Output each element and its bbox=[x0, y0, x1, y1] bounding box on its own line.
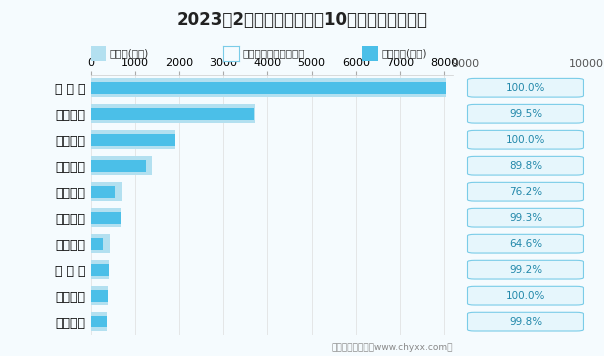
FancyBboxPatch shape bbox=[467, 312, 583, 331]
Text: 99.3%: 99.3% bbox=[509, 213, 542, 223]
Text: 2023年2月四川省总市值前10企业及其流通市值: 2023年2月四川省总市值前10企业及其流通市值 bbox=[176, 11, 428, 29]
FancyBboxPatch shape bbox=[467, 208, 583, 227]
Text: 99.5%: 99.5% bbox=[509, 109, 542, 119]
Bar bbox=[91, 182, 122, 201]
Bar bbox=[91, 208, 121, 227]
Text: 流通市值(亿元): 流通市值(亿元) bbox=[382, 48, 427, 58]
Bar bbox=[91, 290, 108, 302]
Text: 9000: 9000 bbox=[451, 59, 479, 69]
Bar bbox=[91, 316, 107, 328]
FancyBboxPatch shape bbox=[467, 130, 583, 149]
Bar bbox=[91, 238, 103, 250]
Bar bbox=[91, 160, 146, 172]
Text: 76.2%: 76.2% bbox=[509, 187, 542, 197]
Text: 100.0%: 100.0% bbox=[506, 290, 545, 301]
FancyBboxPatch shape bbox=[467, 78, 583, 97]
FancyBboxPatch shape bbox=[467, 156, 583, 175]
Bar bbox=[91, 104, 255, 124]
Bar bbox=[91, 264, 109, 276]
Bar bbox=[91, 234, 109, 253]
Bar bbox=[91, 286, 108, 305]
FancyBboxPatch shape bbox=[467, 286, 583, 305]
Bar bbox=[91, 82, 446, 94]
Bar bbox=[91, 130, 175, 150]
Text: 64.6%: 64.6% bbox=[509, 239, 542, 249]
FancyBboxPatch shape bbox=[467, 182, 583, 201]
Bar bbox=[91, 260, 109, 279]
Bar bbox=[91, 134, 175, 146]
Bar bbox=[91, 186, 115, 198]
Text: 总市值(亿元): 总市值(亿元) bbox=[110, 48, 149, 58]
Text: 89.8%: 89.8% bbox=[509, 161, 542, 171]
Text: 99.2%: 99.2% bbox=[509, 265, 542, 275]
Text: 99.8%: 99.8% bbox=[509, 316, 542, 327]
FancyBboxPatch shape bbox=[467, 104, 583, 123]
Text: 10000: 10000 bbox=[568, 59, 603, 69]
Text: 制图：智研咨询（www.chyxx.com）: 制图：智研咨询（www.chyxx.com） bbox=[332, 344, 453, 352]
Bar bbox=[91, 108, 254, 120]
Text: 100.0%: 100.0% bbox=[506, 83, 545, 93]
Text: 流通市值占总市值比重: 流通市值占总市值比重 bbox=[243, 48, 305, 58]
Bar bbox=[91, 312, 107, 331]
Bar bbox=[91, 156, 152, 176]
Bar bbox=[91, 212, 121, 224]
Bar bbox=[91, 78, 446, 98]
FancyBboxPatch shape bbox=[467, 260, 583, 279]
Text: 100.0%: 100.0% bbox=[506, 135, 545, 145]
FancyBboxPatch shape bbox=[467, 234, 583, 253]
